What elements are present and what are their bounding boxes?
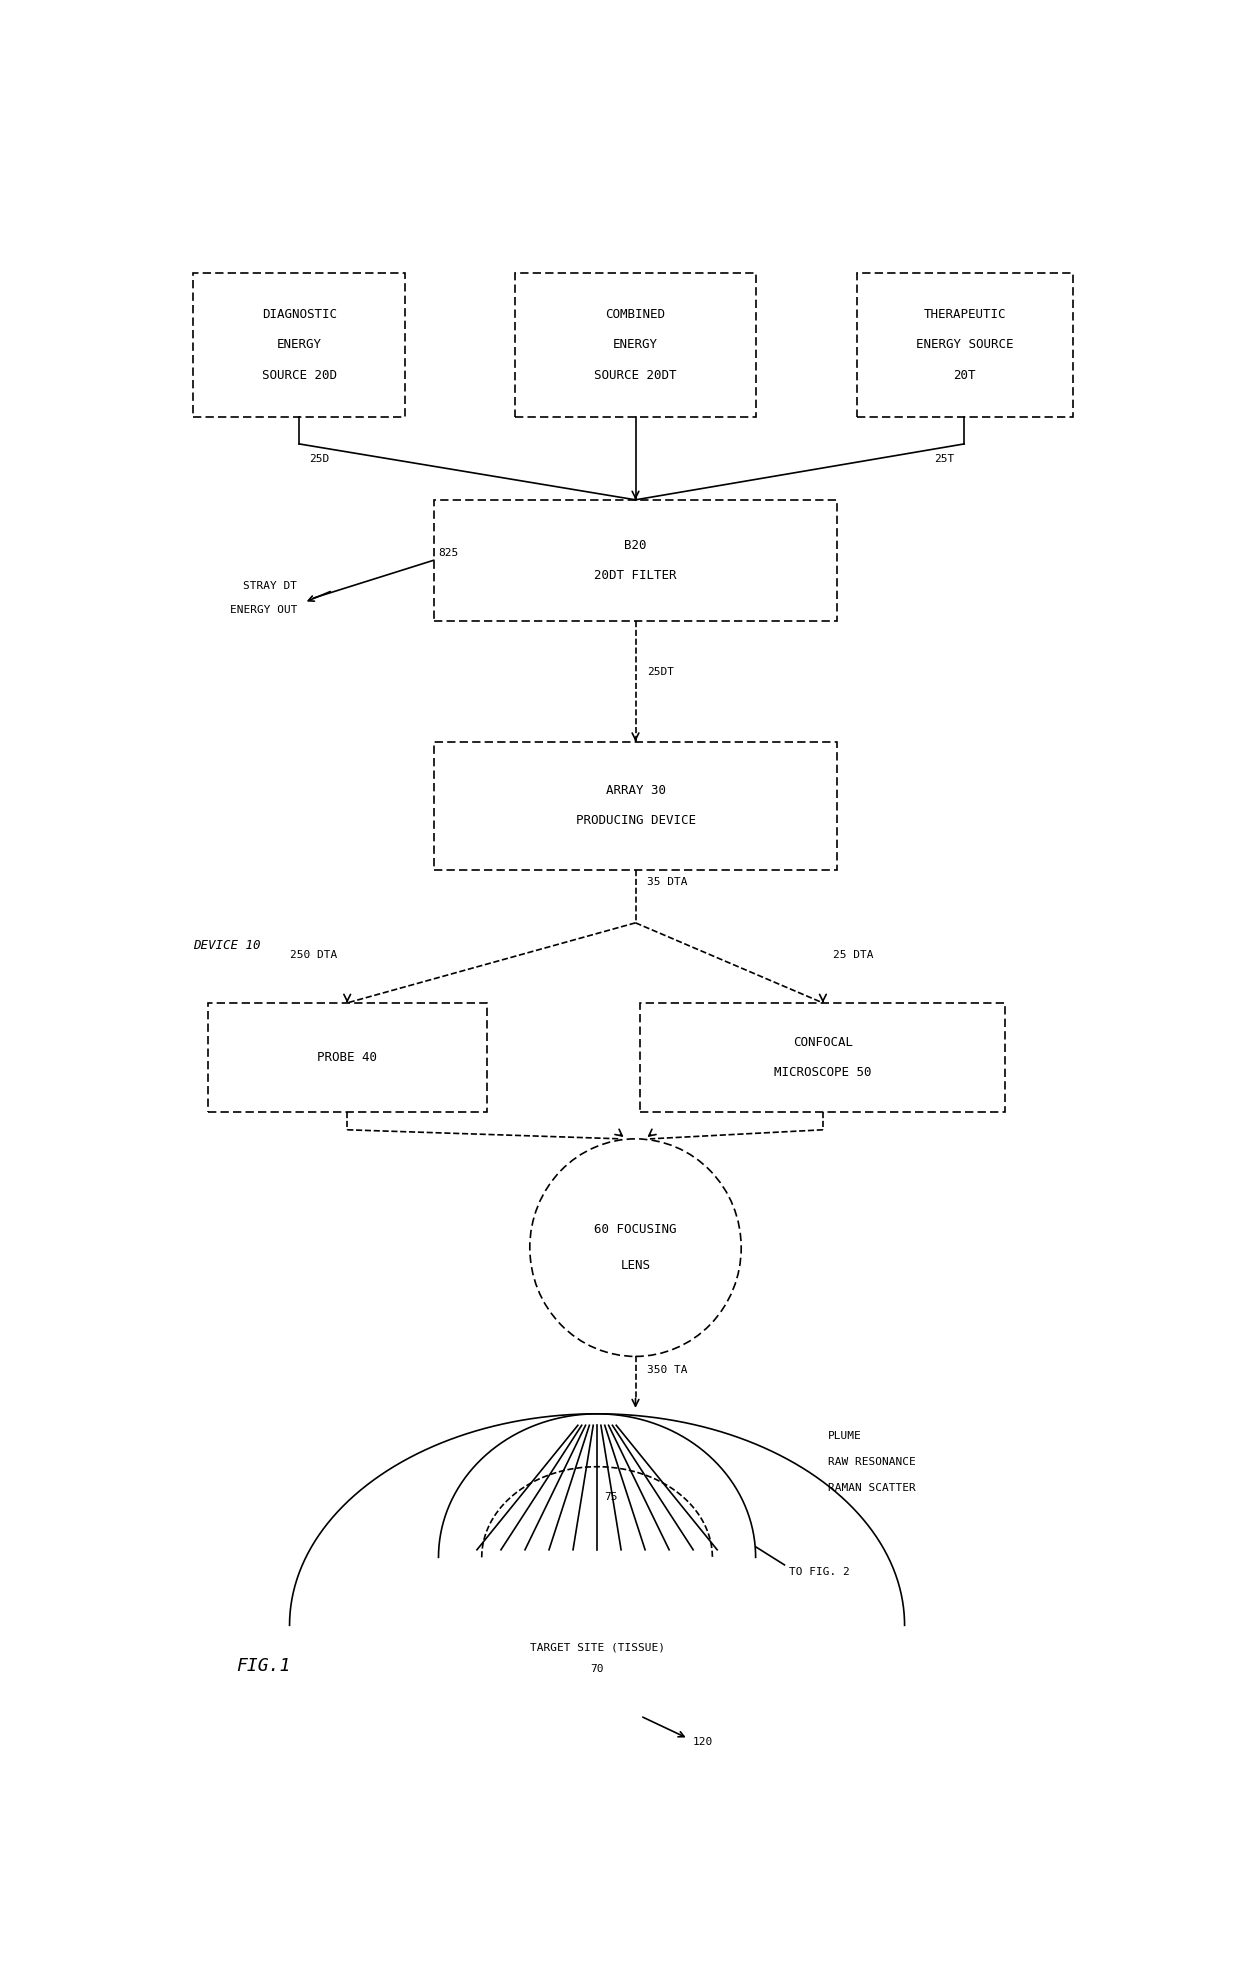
Text: THERAPEUTIC: THERAPEUTIC (924, 308, 1006, 322)
Text: 25 DTA: 25 DTA (832, 950, 873, 959)
Text: FIG.1: FIG.1 (237, 1658, 291, 1676)
Text: RAW RESONANCE: RAW RESONANCE (828, 1458, 915, 1468)
Text: 35 DTA: 35 DTA (647, 877, 687, 887)
FancyBboxPatch shape (434, 742, 837, 869)
Text: PRODUCING DEVICE: PRODUCING DEVICE (575, 814, 696, 828)
Text: 75: 75 (605, 1491, 619, 1501)
Text: PROBE 40: PROBE 40 (317, 1052, 377, 1063)
FancyBboxPatch shape (434, 500, 837, 620)
Text: 825: 825 (439, 547, 459, 557)
Text: CONFOCAL: CONFOCAL (792, 1036, 853, 1048)
Text: STRAY DT: STRAY DT (243, 581, 298, 591)
FancyBboxPatch shape (857, 273, 1073, 416)
Text: 20T: 20T (954, 369, 976, 383)
Text: 120: 120 (693, 1736, 713, 1746)
FancyBboxPatch shape (516, 273, 755, 416)
Text: 250 DTA: 250 DTA (290, 950, 337, 959)
Text: ARRAY 30: ARRAY 30 (605, 785, 666, 797)
Text: ENERGY OUT: ENERGY OUT (229, 604, 298, 616)
FancyBboxPatch shape (640, 1003, 1006, 1112)
FancyBboxPatch shape (193, 273, 404, 416)
Text: COMBINED: COMBINED (605, 308, 666, 322)
Text: ENERGY SOURCE: ENERGY SOURCE (916, 339, 1013, 351)
FancyBboxPatch shape (208, 1003, 486, 1112)
Text: 25D: 25D (309, 453, 329, 465)
Text: SOURCE 20D: SOURCE 20D (262, 369, 336, 383)
Text: 60 FOCUSING: 60 FOCUSING (594, 1222, 677, 1236)
Text: MICROSCOPE 50: MICROSCOPE 50 (774, 1065, 872, 1079)
Text: 20DT FILTER: 20DT FILTER (594, 569, 677, 583)
Text: DEVICE 10: DEVICE 10 (193, 940, 260, 952)
Text: 350 TA: 350 TA (647, 1366, 687, 1375)
Text: TARGET SITE (TISSUE): TARGET SITE (TISSUE) (529, 1642, 665, 1652)
Text: RAMAN SCATTER: RAMAN SCATTER (828, 1483, 915, 1493)
Text: ENERGY: ENERGY (277, 339, 321, 351)
Text: LENS: LENS (620, 1260, 651, 1271)
Text: B20: B20 (624, 540, 647, 551)
Text: ENERGY: ENERGY (613, 339, 658, 351)
Text: 25DT: 25DT (647, 667, 675, 677)
Text: TO FIG. 2: TO FIG. 2 (789, 1568, 849, 1577)
Text: 25T: 25T (934, 453, 955, 465)
Ellipse shape (529, 1138, 742, 1356)
Text: 70: 70 (590, 1664, 604, 1674)
Text: SOURCE 20DT: SOURCE 20DT (594, 369, 677, 383)
Text: DIAGNOSTIC: DIAGNOSTIC (262, 308, 336, 322)
Text: PLUME: PLUME (828, 1432, 862, 1442)
